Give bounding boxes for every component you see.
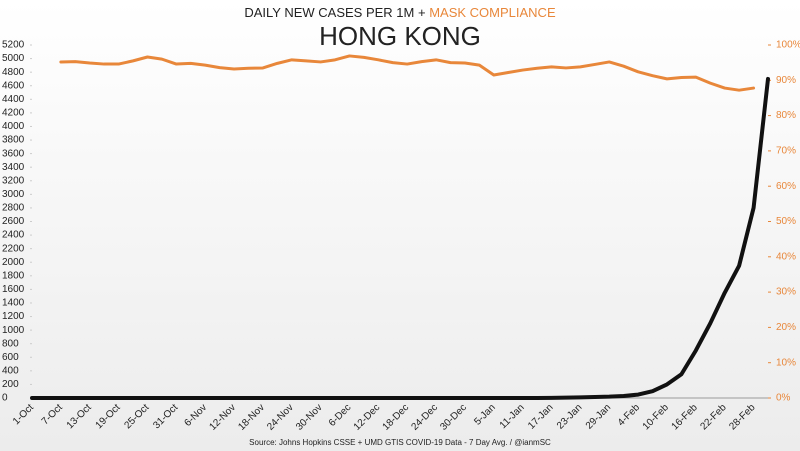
y2-tick-label: 20% [776,322,796,333]
y-tick-label: 5000 [2,53,25,64]
subtitle: HONG KONG [319,21,481,51]
y-tick-label: 1000 [2,325,25,336]
y-tick-label: 4400 [2,94,25,105]
y2-tick-label: 50% [776,216,796,227]
y-tick-label: 4800 [2,67,25,78]
y-tick-label: 3200 [2,175,25,186]
y-tick-label: 200 [2,379,19,390]
y-tick-label: 1200 [2,311,25,322]
y2-tick-label: 0% [776,393,791,404]
y-tick-label: 2600 [2,216,25,227]
y-tick-label: 600 [2,352,19,363]
y-tick-label: 3800 [2,135,25,146]
y-tick-label: 2400 [2,230,25,241]
y-tick-label: 5200 [2,40,25,51]
y-tick-label: 1400 [2,298,25,309]
y2-tick-label: 10% [776,357,796,368]
y-tick-label: 3000 [2,189,25,200]
y-tick-label: 400 [2,365,19,376]
y-tick-label: 1600 [2,284,25,295]
y-tick-label: 3400 [2,162,25,173]
title-highlight: MASK COMPLIANCE [429,5,556,20]
y-tick-label: 2000 [2,257,25,268]
y2-tick-label: 80% [776,110,796,121]
y-tick-label: 4000 [2,121,25,132]
mask-line [59,54,756,92]
y-tick-label: 4200 [2,108,25,119]
y2-tick-label: 70% [776,146,796,157]
chart-title: DAILY NEW CASES PER 1M + MASK COMPLIANCE [244,5,556,20]
y2-tick-label: 40% [776,251,796,262]
y2-tick-label: 60% [776,181,796,192]
y-tick-label: 800 [2,338,19,349]
title-text: DAILY NEW CASES PER 1M + [244,5,425,20]
cases-line [30,76,770,400]
y-tick-label: 0 [2,393,8,404]
y-tick-label: 3600 [2,148,25,159]
y-tick-label: 1800 [2,270,25,281]
y2-tick-label: 30% [776,287,796,298]
y-tick-label: 4600 [2,80,25,91]
y2-tick-label: 90% [776,75,796,86]
y2-tick-label: 100% [776,40,800,51]
y-tick-label: 2200 [2,243,25,254]
source: Source: Johns Hopkins CSSE + UMD GTIS CO… [249,438,551,447]
y-tick-label: 2800 [2,203,25,214]
